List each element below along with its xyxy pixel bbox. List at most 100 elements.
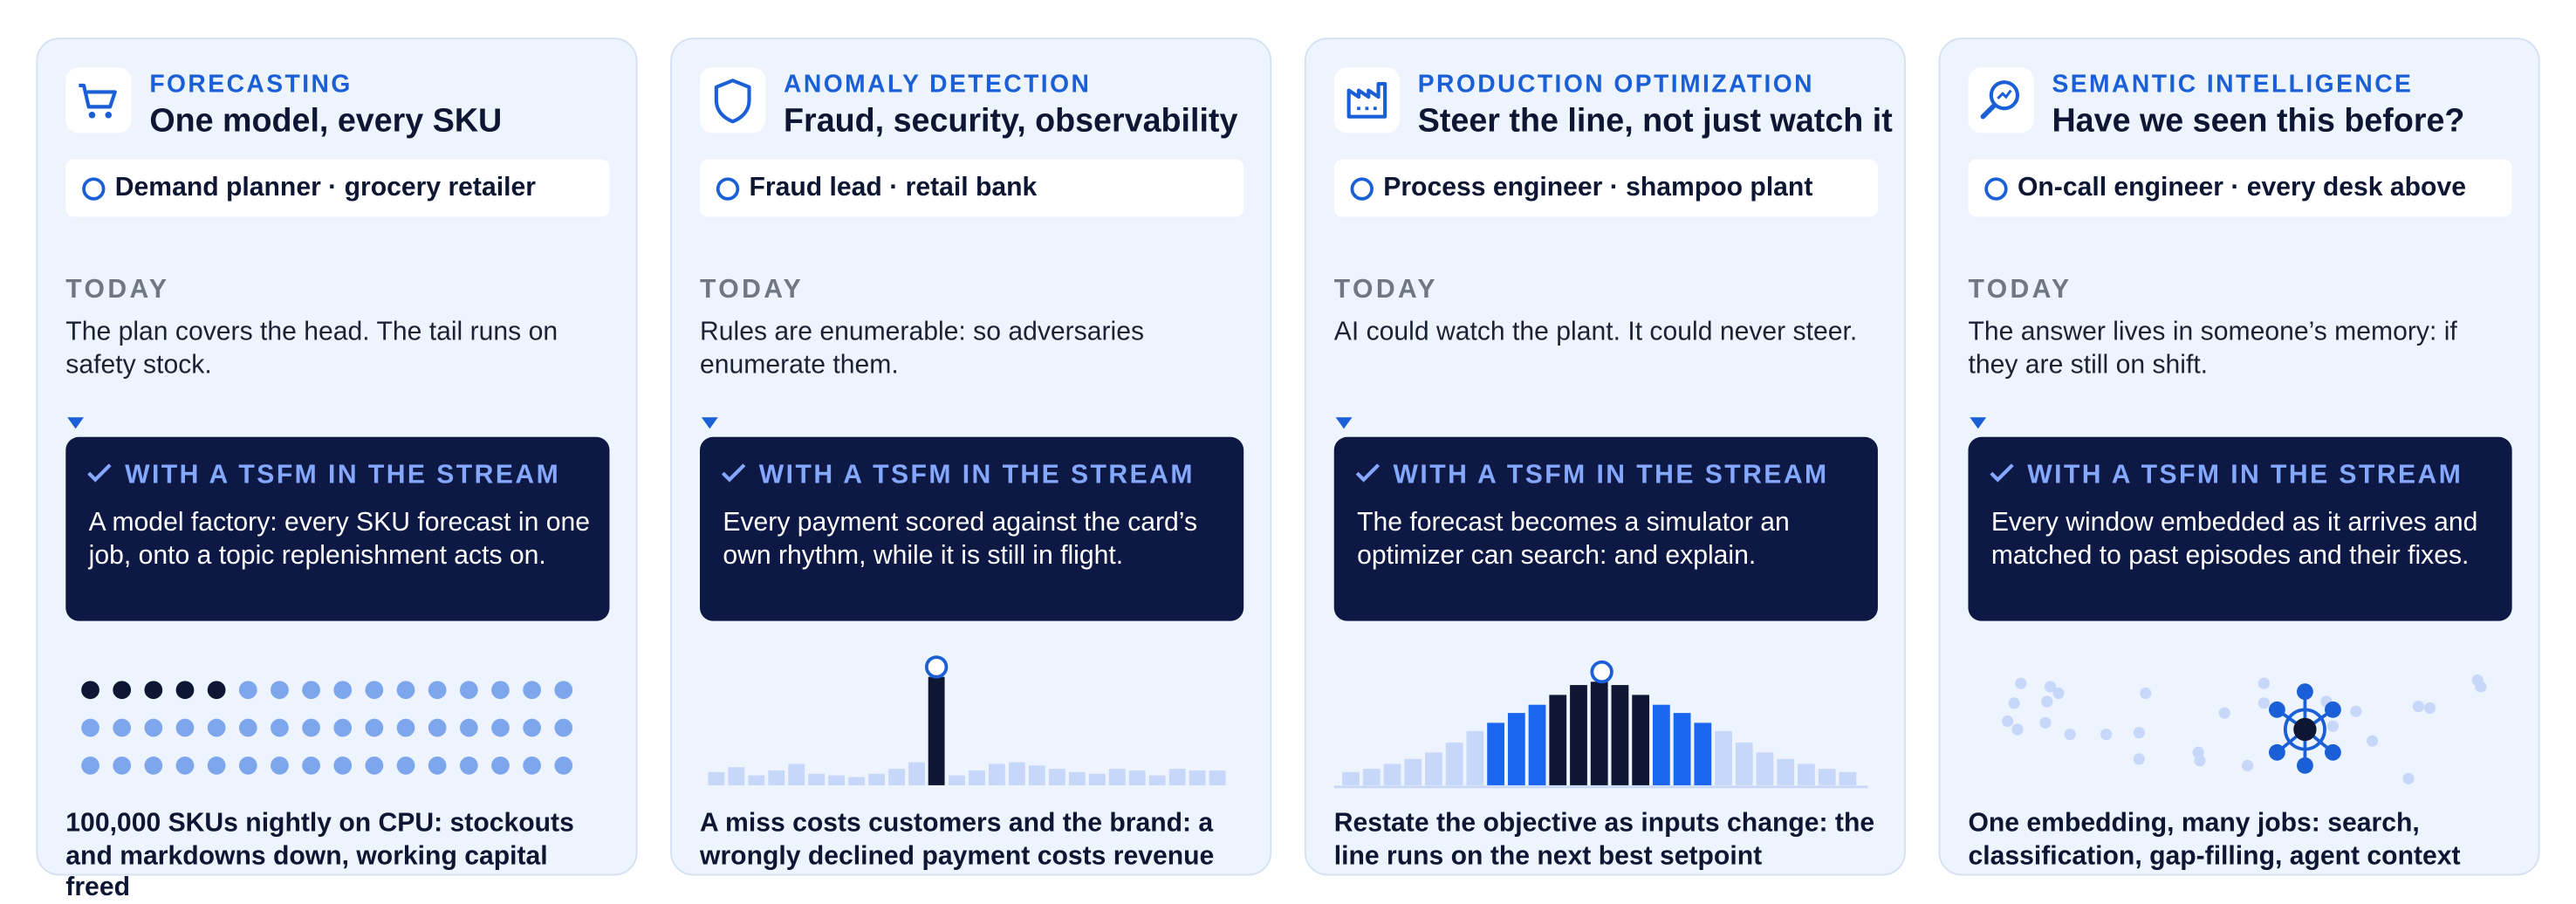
- bar: [1168, 769, 1186, 785]
- bar: [748, 775, 765, 785]
- dot: [333, 681, 353, 700]
- persona: Demand planner · grocery retailer: [114, 174, 536, 202]
- dot: [2052, 687, 2065, 700]
- today-text: AI could watch the plant. It could never…: [1333, 318, 1858, 347]
- icon-glyph: [79, 83, 117, 119]
- node: [2297, 757, 2313, 774]
- dot: [271, 681, 289, 700]
- footer: One embedding, many jobs: search, classi…: [1968, 810, 2461, 870]
- bar: [1445, 742, 1463, 785]
- bar: [728, 767, 745, 785]
- dot: [365, 681, 384, 700]
- dot: [554, 756, 573, 775]
- today-text: The plan covers the head. The tail runs …: [65, 318, 558, 380]
- persona-box: On-call engineer · every desk above: [1968, 159, 2512, 217]
- icon: [1333, 67, 1401, 134]
- bar: [1590, 681, 1608, 785]
- today-label: TODAY: [700, 276, 805, 305]
- dot: [2241, 759, 2254, 771]
- dot: [491, 718, 510, 737]
- card-title: One model, every SKU: [149, 103, 503, 140]
- category: PRODUCTION OPTIMIZATION: [1417, 70, 1815, 99]
- dot: [2008, 697, 2020, 709]
- bar: [1362, 769, 1380, 785]
- bar: [888, 769, 905, 785]
- dot: [81, 756, 99, 775]
- today-text: The answer lives in someone’s memory: if…: [1968, 318, 2457, 380]
- bar: [1549, 695, 1567, 785]
- dot: [333, 718, 353, 737]
- dot: [113, 718, 132, 737]
- dot: [491, 756, 510, 775]
- stream-box: WITH A TSFM IN THE STREAM Every window em…: [1968, 436, 2512, 621]
- bar: [1694, 723, 1712, 785]
- pointer: [701, 417, 718, 429]
- persona: Fraud lead · retail bank: [749, 174, 1038, 202]
- icon-glyph: [1346, 81, 1387, 119]
- marker: [924, 655, 949, 679]
- dot: [207, 756, 226, 775]
- bar: [1028, 765, 1045, 785]
- stream-text: Every window embedded as it arrives and …: [1990, 509, 2478, 571]
- dot: [2326, 720, 2340, 732]
- bar: [1839, 771, 1857, 785]
- check-icon: [1990, 463, 2014, 483]
- dot: [144, 681, 163, 700]
- dot: [81, 681, 99, 700]
- node: [2269, 701, 2285, 718]
- stream-label: WITH A TSFM IN THE STREAM: [2027, 462, 2463, 490]
- bar: [768, 770, 785, 785]
- bar: [928, 676, 945, 785]
- dot: [491, 681, 510, 700]
- icon-glyph: [1980, 80, 2020, 120]
- category: SEMANTIC INTELLIGENCE: [2052, 70, 2414, 99]
- dot: [2015, 677, 2027, 689]
- today-label: TODAY: [1968, 276, 2072, 305]
- bar: [848, 777, 866, 785]
- bar: [1209, 770, 1226, 785]
- bar: [868, 773, 886, 785]
- dot: [2367, 735, 2379, 747]
- dot: [554, 681, 573, 700]
- dot: [2475, 681, 2487, 693]
- dot: [175, 756, 195, 775]
- bar: [1715, 730, 1732, 785]
- persona-dot: [1984, 177, 2008, 201]
- bar: [1487, 723, 1504, 785]
- bar: [1756, 752, 1774, 785]
- dot: [523, 681, 541, 700]
- bar: [1570, 685, 1587, 785]
- card: FORECASTING One model, every SKU Demand pl…: [36, 38, 638, 902]
- ring: [2283, 708, 2326, 751]
- check-icon: [721, 463, 746, 483]
- node: [2325, 743, 2341, 761]
- bar: [1507, 713, 1525, 785]
- dot: [238, 681, 257, 700]
- persona: Process engineer · shampoo plant: [1383, 174, 1813, 202]
- persona-box: Fraud lead · retail bank: [700, 159, 1244, 217]
- marker: [1590, 660, 1613, 684]
- today-label: TODAY: [65, 276, 170, 305]
- dot: [144, 718, 163, 737]
- bar: [1088, 773, 1106, 785]
- bar: [1735, 742, 1753, 785]
- bar: [1777, 758, 1795, 785]
- bar: [1652, 704, 1670, 785]
- dot: [81, 718, 99, 737]
- check-icon: [1355, 463, 1380, 483]
- bar: [808, 773, 826, 785]
- dot: [459, 681, 478, 700]
- footer: Restate the objective as inputs change: …: [1333, 810, 1875, 870]
- dot: [459, 718, 478, 737]
- pointer: [1970, 417, 1987, 429]
- bar: [708, 771, 725, 785]
- stream-box: WITH A TSFM IN THE STREAM The forecast be…: [1333, 436, 1878, 621]
- bar: [1611, 685, 1629, 785]
- footer: 100,000 SKUs nightly on CPU: stockouts a…: [65, 810, 574, 902]
- bar: [1108, 769, 1126, 785]
- card: ANOMALY DETECTION Fraud, security, observ…: [670, 38, 1272, 876]
- stream-label: WITH A TSFM IN THE STREAM: [1393, 462, 1829, 490]
- node: [2325, 701, 2341, 718]
- category: ANOMALY DETECTION: [784, 70, 1092, 99]
